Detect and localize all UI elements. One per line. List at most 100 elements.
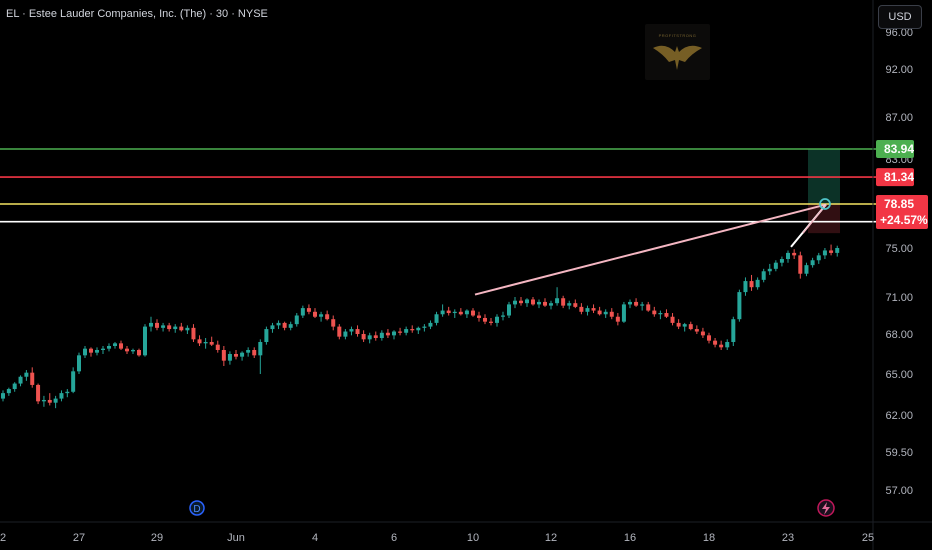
candle-body	[822, 250, 827, 256]
candle-body	[337, 326, 342, 337]
candle-body	[398, 331, 403, 333]
candle-body	[483, 317, 487, 322]
x-tick-label: 27	[73, 532, 85, 544]
price-tag-value: 83.94	[884, 142, 914, 156]
x-tick-label: 25	[862, 532, 874, 544]
candle-body	[294, 315, 299, 325]
candle-body	[670, 316, 675, 323]
candle-body	[719, 344, 724, 348]
lightning-icon	[822, 502, 830, 515]
candle-body	[688, 324, 693, 330]
candle-body	[779, 259, 784, 263]
candle-body	[471, 310, 475, 316]
candle-body	[331, 319, 336, 327]
y-tick-label: 59.50	[885, 447, 913, 459]
candle-body	[300, 308, 305, 316]
candle-body	[30, 372, 35, 385]
trendline-pink	[474, 203, 827, 296]
candle-body	[786, 252, 790, 260]
candle-body	[573, 303, 578, 307]
candle-body	[325, 314, 330, 320]
watermark-text: PROFITSTRONG	[658, 33, 697, 38]
candle-body	[609, 311, 614, 317]
candle-body	[185, 327, 190, 331]
y-tick-label: 68.00	[885, 329, 913, 341]
candle-body	[234, 354, 238, 357]
candle-body	[816, 255, 821, 261]
candle-body	[404, 329, 409, 333]
candle-body	[749, 281, 754, 288]
candle-body	[221, 350, 226, 361]
x-tick-label: 6	[391, 532, 397, 544]
candle-body	[615, 316, 620, 322]
symbol-header: EL · Estee Lauder Companies, Inc. (The) …	[6, 8, 268, 20]
candle-body	[810, 260, 815, 266]
candle-body	[591, 308, 596, 311]
dividend-letter: D	[193, 504, 200, 515]
y-tick-label: 87.00	[885, 112, 913, 124]
x-tick-label: 23	[782, 532, 794, 544]
candle-body	[191, 327, 196, 340]
candle-body	[440, 310, 445, 315]
x-tick-label: 29	[151, 532, 163, 544]
candle-body	[71, 371, 76, 392]
candle-body	[646, 304, 651, 311]
candle-body	[41, 399, 46, 402]
candle-body	[373, 335, 378, 338]
y-tick-label: 65.00	[885, 369, 913, 381]
candle-body	[282, 322, 287, 328]
dividend-marker-icon	[189, 500, 205, 516]
candle-body	[203, 342, 208, 344]
candle-body	[603, 311, 608, 315]
candle-body	[513, 300, 517, 305]
candle-body	[258, 342, 263, 356]
candle-body	[113, 343, 117, 346]
candle-body	[579, 306, 584, 312]
candle-body	[700, 331, 705, 336]
candle-body	[179, 326, 184, 331]
candle-body	[155, 322, 159, 328]
time-axis: 2 27 29 Jun 4 6 10 12 16 18 23 25	[0, 521, 932, 544]
candle-body	[664, 313, 669, 317]
trendlines	[474, 198, 831, 296]
candle-body	[288, 324, 293, 328]
candle-body	[804, 265, 809, 274]
candle-body	[489, 321, 493, 323]
candle-body	[694, 329, 699, 332]
candle-body	[519, 300, 523, 304]
x-tick-label: 18	[703, 532, 715, 544]
candle-body	[197, 339, 202, 344]
candle-body	[567, 303, 572, 306]
symbol-line: EL · Estee Lauder Companies, Inc. (The) …	[6, 8, 268, 20]
candle-body	[89, 348, 93, 353]
candle-body	[682, 324, 687, 327]
candle-body	[621, 304, 626, 322]
candle-body	[36, 384, 41, 402]
x-tick-label: 16	[624, 532, 636, 544]
candle-body	[6, 389, 11, 394]
price-tag-current	[876, 195, 928, 229]
x-tick-label: 4	[312, 532, 318, 544]
candle-body	[125, 348, 129, 352]
candle-body	[543, 301, 547, 306]
candle-body	[270, 325, 275, 330]
candle-body	[829, 250, 834, 253]
candle-body	[640, 304, 645, 306]
currency-button[interactable]: USD	[878, 5, 922, 29]
candle-body	[306, 308, 311, 312]
candle-body	[531, 299, 535, 305]
candles	[1, 244, 840, 409]
candle-body	[422, 326, 427, 328]
candle-body	[367, 335, 372, 340]
candle-body	[240, 352, 245, 357]
candle-body	[131, 350, 135, 352]
candle-body	[731, 319, 736, 342]
candle-body	[313, 311, 317, 317]
candle-body	[434, 314, 439, 323]
horizontal-levels	[0, 148, 876, 223]
candle-body	[798, 255, 803, 274]
candle-body	[737, 292, 742, 320]
target-circle-icon	[819, 198, 831, 210]
candle-body	[53, 398, 58, 403]
